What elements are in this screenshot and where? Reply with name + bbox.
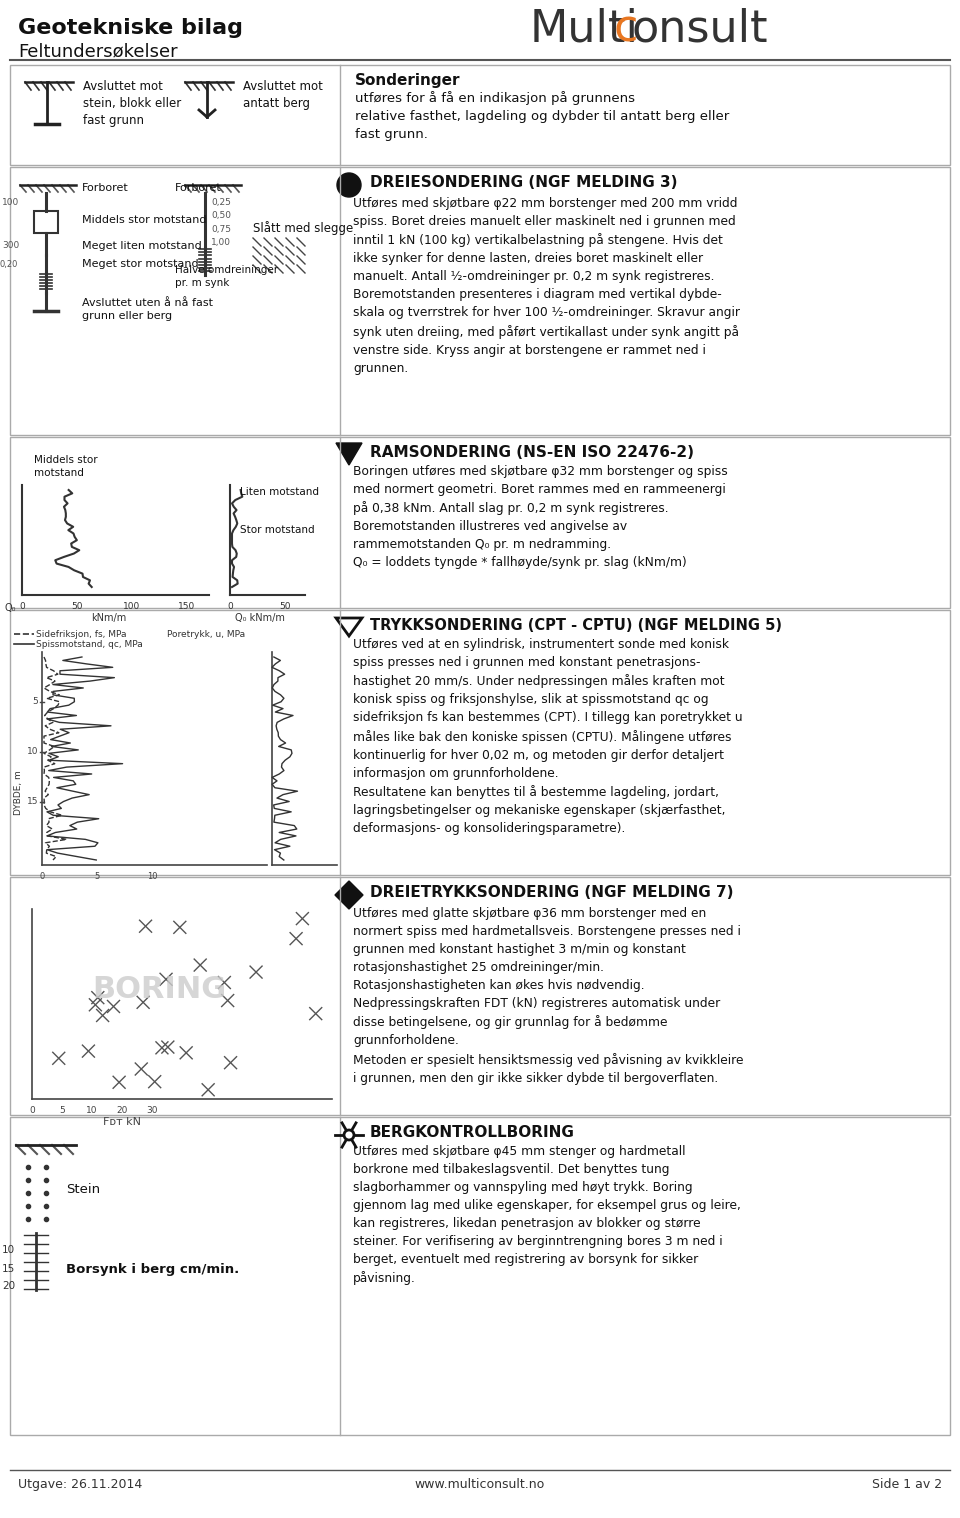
Text: Halve omdreininger
pr. m synk: Halve omdreininger pr. m synk [175, 266, 278, 288]
Text: kNm/m: kNm/m [91, 613, 127, 622]
Text: Avsluttet mot
stein, blokk eller
fast grunn: Avsluttet mot stein, blokk eller fast gr… [83, 80, 181, 128]
Text: 150: 150 [179, 603, 196, 612]
Text: Stor motstand: Stor motstand [240, 525, 315, 534]
Text: 0,50: 0,50 [211, 211, 231, 220]
Polygon shape [336, 618, 362, 636]
Text: 10: 10 [2, 1245, 15, 1255]
Text: Avsluttet mot
antatt berg: Avsluttet mot antatt berg [243, 80, 323, 109]
Text: Meget liten motstand: Meget liten motstand [82, 241, 202, 250]
Text: Fᴅᴛ kN: Fᴅᴛ kN [103, 1117, 141, 1126]
Text: Meget stor motstand: Meget stor motstand [82, 260, 199, 269]
Polygon shape [335, 880, 363, 909]
Text: Utgave: 26.11.2014: Utgave: 26.11.2014 [18, 1479, 142, 1491]
Text: 100: 100 [124, 603, 140, 612]
Text: Slått med slegge: Slått med slegge [253, 222, 353, 235]
Bar [10, 1117, 950, 1435]
Bar [10, 167, 950, 436]
Text: Middels stor
motstand: Middels stor motstand [34, 455, 98, 478]
Text: 10: 10 [147, 871, 157, 880]
Text: Forboret: Forboret [82, 184, 129, 193]
Text: 20: 20 [116, 1107, 128, 1116]
Text: Spissmotstand, qc, MPa: Spissmotstand, qc, MPa [36, 641, 143, 650]
Text: 20: 20 [2, 1281, 15, 1290]
Text: 5: 5 [60, 1107, 65, 1116]
Text: 10: 10 [27, 747, 38, 756]
Text: Poretrykk, u, MPa: Poretrykk, u, MPa [167, 630, 245, 639]
Text: 10: 10 [86, 1107, 98, 1116]
Text: Multi: Multi [530, 8, 638, 52]
Text: Utføres med skjøtbare φ22 mm borstenger med 200 mm vridd
spiss. Boret dreies man: Utføres med skjøtbare φ22 mm borstenger … [353, 197, 740, 375]
Text: 0,25: 0,25 [211, 197, 230, 206]
Text: Q₀ kNm/m: Q₀ kNm/m [235, 613, 285, 622]
Text: Boringen utføres med skjøtbare φ32 mm borstenger og spiss
med normert geometri. : Boringen utføres med skjøtbare φ32 mm bo… [353, 465, 728, 569]
Text: Stein: Stein [66, 1183, 100, 1196]
Bar [10, 65, 950, 165]
Circle shape [344, 1129, 354, 1140]
Text: 100: 100 [2, 197, 19, 206]
Text: 0: 0 [39, 871, 44, 880]
Text: 30: 30 [146, 1107, 157, 1116]
Text: 300: 300 [2, 241, 19, 250]
Bar [10, 610, 950, 874]
Text: Liten motstand: Liten motstand [240, 487, 319, 496]
Bar [10, 437, 950, 609]
Text: DREIESONDERING (NGF MELDING 3): DREIESONDERING (NGF MELDING 3) [370, 175, 678, 190]
Text: RAMSONDERING (NS-EN ISO 22476-2): RAMSONDERING (NS-EN ISO 22476-2) [370, 445, 694, 460]
Text: Utføres med skjøtbare φ45 mm stenger og hardmetall
borkrone med tilbakeslagsvent: Utføres med skjøtbare φ45 mm stenger og … [353, 1145, 741, 1286]
Text: 5: 5 [94, 871, 100, 880]
Text: c: c [614, 8, 638, 52]
Bar [34, 211, 58, 232]
Text: utføres for å få en indikasjon på grunnens
relative fasthet, lagdeling og dybder: utføres for å få en indikasjon på grunne… [355, 91, 730, 141]
Text: Feltundersøkelser: Feltundersøkelser [18, 43, 178, 61]
Text: Q₀: Q₀ [5, 603, 16, 613]
Text: 0: 0 [29, 1107, 35, 1116]
Text: Sidefriksjon, fs, MPa: Sidefriksjon, fs, MPa [36, 630, 127, 639]
Text: www.multiconsult.no: www.multiconsult.no [415, 1479, 545, 1491]
Text: 1,00: 1,00 [211, 238, 231, 247]
Text: Middels stor motstand: Middels stor motstand [82, 216, 206, 225]
Text: 0,20: 0,20 [0, 260, 18, 269]
Polygon shape [336, 443, 362, 465]
Text: 50: 50 [279, 603, 291, 612]
Text: 0: 0 [228, 603, 233, 612]
Text: Utføres med glatte skjøtbare φ36 mm borstenger med en
normert spiss med hardmeta: Utføres med glatte skjøtbare φ36 mm bors… [353, 906, 743, 1085]
Text: 5: 5 [33, 697, 38, 706]
Text: onsult: onsult [631, 8, 768, 52]
Text: 15: 15 [2, 1264, 15, 1274]
Text: DYBDE, m: DYBDE, m [14, 770, 23, 815]
Text: Sonderinger: Sonderinger [355, 73, 461, 88]
Text: Geotekniske bilag: Geotekniske bilag [18, 18, 243, 38]
Text: DREIETRYKKSONDERING (NGF MELDING 7): DREIETRYKKSONDERING (NGF MELDING 7) [370, 885, 733, 900]
Text: TRYKKSONDERING (CPT - CPTU) (NGF MELDING 5): TRYKKSONDERING (CPT - CPTU) (NGF MELDING… [370, 618, 782, 633]
Text: Utføres ved at en sylindrisk, instrumentert sonde med konisk
spiss presses ned i: Utføres ved at en sylindrisk, instrument… [353, 638, 743, 835]
Bar [10, 877, 950, 1116]
Text: Forboret: Forboret [175, 184, 222, 193]
Text: 0: 0 [19, 603, 25, 612]
Text: Side 1 av 2: Side 1 av 2 [872, 1479, 942, 1491]
Text: BORING: BORING [92, 975, 227, 1003]
Text: Borsynk i berg cm/min.: Borsynk i berg cm/min. [66, 1263, 239, 1277]
Text: 0,75: 0,75 [211, 225, 231, 234]
Circle shape [337, 173, 361, 197]
Text: Avsluttet uten å nå fast
grunn eller berg: Avsluttet uten å nå fast grunn eller ber… [82, 298, 213, 322]
Text: BERGKONTROLLBORING: BERGKONTROLLBORING [370, 1125, 575, 1140]
Text: 50: 50 [71, 603, 83, 612]
Text: 15: 15 [27, 797, 38, 806]
